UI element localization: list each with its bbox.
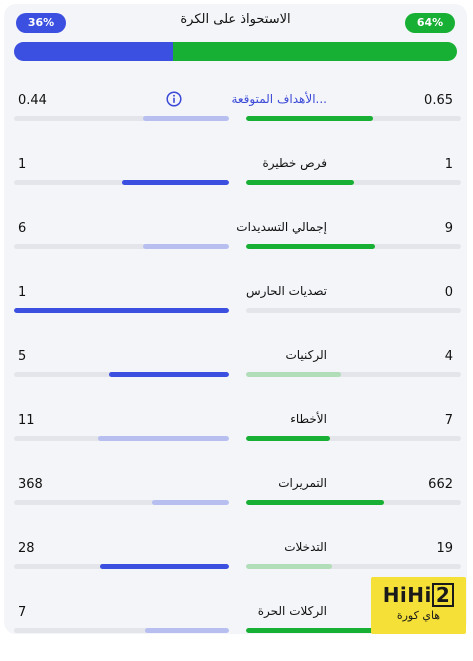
stat-bar-right-track (246, 628, 461, 633)
stat-bar-left-fill (14, 308, 229, 313)
site-logo: HiHi 2 هاي كورة (371, 577, 466, 634)
stat-bar-right-fill (246, 116, 373, 121)
stat-bar-right-track (246, 116, 461, 121)
stat-bar-right-fill (246, 436, 330, 441)
stat-row: 1 فرص خطيرة 1 (4, 149, 467, 213)
stat-bar-right-fill (246, 244, 375, 249)
stat-row: 5 الركنيات 4 (4, 341, 467, 405)
stat-bar-left-fill (121, 180, 229, 185)
stat-bar-left-track (14, 500, 229, 505)
stat-label: فرص خطيرة (262, 156, 327, 170)
stat-bar-right-fill (246, 372, 341, 377)
stat-bar-right-track (246, 500, 461, 505)
stat-away-value: 7 (18, 605, 27, 620)
stat-bar-right-track (246, 372, 461, 377)
stat-bar-left-fill (108, 372, 229, 377)
stat-home-value: 662 (428, 477, 453, 492)
possession-bar-left (14, 42, 174, 61)
stat-bar-right-track (246, 244, 461, 249)
stat-label: الركنيات (285, 348, 327, 362)
stat-away-value: 6 (18, 221, 27, 236)
stat-bar-left-track (14, 628, 229, 633)
stat-home-value: 0.65 (424, 93, 453, 108)
stat-label: التدخلات (284, 540, 327, 554)
stat-bar-left-track (14, 372, 229, 377)
stat-label-link[interactable]: الأهداف المتوقعة... (231, 92, 327, 106)
possession-bar-right (173, 42, 457, 61)
stat-bar-left-track (14, 308, 229, 313)
stat-bar-left-track (14, 244, 229, 249)
stat-row: 1 تصديات الحارس 0 (4, 277, 467, 341)
stat-away-value: 11 (18, 413, 35, 428)
stat-away-value: 28 (18, 541, 35, 556)
stat-row: 28 التدخلات 19 (4, 533, 467, 597)
stat-bar-right-fill (246, 564, 332, 569)
stat-bar-left-fill (145, 628, 229, 633)
stat-label: الركلات الحرة (257, 604, 327, 618)
logo-brand: HiHi 2 (371, 583, 466, 607)
stat-bar-left-track (14, 436, 229, 441)
stat-home-value: 0 (444, 285, 453, 300)
stat-bar-left-track (14, 564, 229, 569)
info-icon[interactable] (166, 91, 182, 107)
stat-bar-right-fill (246, 628, 378, 633)
stat-away-value: 1 (18, 285, 27, 300)
possession-title: الاستحواذ على الكرة (180, 12, 291, 27)
stat-row: 368 التمريرات 662 (4, 469, 467, 533)
stat-bar-left-track (14, 180, 229, 185)
stat-bar-left-fill (143, 244, 229, 249)
stat-bar-left-fill (97, 436, 229, 441)
stat-home-value: 19 (436, 541, 453, 556)
stat-away-value: 5 (18, 349, 27, 364)
stat-home-value: 9 (444, 221, 453, 236)
stat-away-value: 368 (18, 477, 43, 492)
stat-home-value: 4 (444, 349, 453, 364)
stat-bar-right-track (246, 564, 461, 569)
stat-bar-right-fill (246, 180, 354, 185)
logo-subtitle: هاي كورة (396, 609, 441, 622)
stat-label: التمريرات (278, 476, 327, 490)
stat-bar-left-fill (143, 116, 229, 121)
stat-bar-left-fill (100, 564, 229, 569)
stat-row: 0.44 الأهداف المتوقعة... 0.65 (4, 85, 467, 149)
stat-row: 7 الركلات الحرة (4, 597, 467, 661)
stat-away-value: 0.44 (18, 93, 47, 108)
stat-bar-left-track (14, 116, 229, 121)
stat-label: إجمالي التسديدات (236, 220, 327, 234)
stat-label: الأخطاء (290, 412, 327, 426)
stat-bar-right-fill (246, 500, 384, 505)
match-stats-card: 36% الاستحواذ على الكرة 64% 0.44 الأهداف … (4, 4, 467, 634)
stat-bar-right-track (246, 180, 461, 185)
stat-bar-right-track (246, 308, 461, 313)
home-possession-pill: 64% (405, 13, 455, 33)
stat-label: تصديات الحارس (246, 284, 327, 298)
possession-bar (14, 42, 457, 61)
stat-home-value: 1 (444, 157, 453, 172)
stat-row: 6 إجمالي التسديدات 9 (4, 213, 467, 277)
away-possession-pill: 36% (16, 13, 66, 33)
stat-away-value: 1 (18, 157, 27, 172)
stat-bar-right-track (246, 436, 461, 441)
stat-bar-left-fill (151, 500, 229, 505)
stat-home-value: 7 (444, 413, 453, 428)
stat-row: 11 الأخطاء 7 (4, 405, 467, 469)
